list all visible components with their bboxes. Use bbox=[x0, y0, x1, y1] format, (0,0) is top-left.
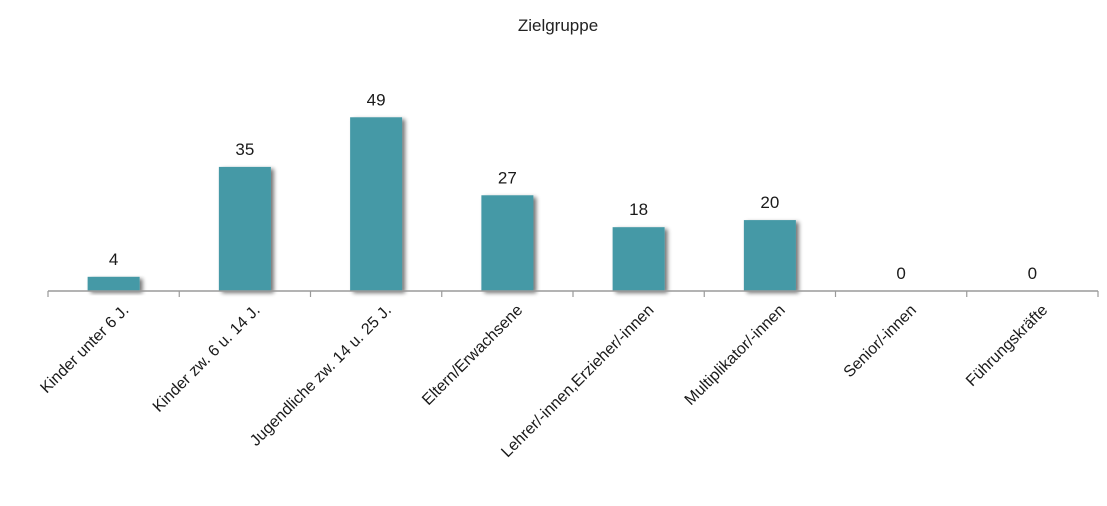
x-tick-label: Eltern/Erwachsene bbox=[419, 302, 526, 409]
chart-title: Zielgruppe bbox=[518, 16, 598, 35]
x-tick-label: Senior/-innen bbox=[841, 302, 920, 381]
bar-value-label: 0 bbox=[1028, 264, 1037, 283]
bars-layer bbox=[87, 117, 796, 291]
x-tick-label: Kinder zw. 6 u. 14 J. bbox=[150, 302, 264, 416]
bar-value-label: 20 bbox=[760, 193, 779, 212]
x-tick-label: Multiplikator/-innen bbox=[682, 302, 789, 409]
bar bbox=[612, 227, 665, 291]
bar-value-label: 49 bbox=[367, 90, 386, 109]
bar bbox=[87, 276, 140, 291]
x-axis-ticks bbox=[47, 291, 1099, 297]
bar bbox=[350, 117, 403, 291]
x-tick-label: Jugendliche zw. 14 u. 25 J. bbox=[247, 302, 395, 450]
bar-value-label: 27 bbox=[498, 168, 517, 187]
x-tick-label: Führungskräfte bbox=[963, 302, 1051, 390]
bar-value-label: 35 bbox=[235, 140, 254, 159]
bar-value-label: 18 bbox=[629, 200, 648, 219]
bar-value-label: 0 bbox=[896, 264, 905, 283]
x-tick-label: Lehrer/-innen,Erzieher/-innen bbox=[498, 302, 657, 461]
bar bbox=[218, 166, 271, 291]
bar-value-label: 4 bbox=[109, 250, 118, 269]
x-tick-label: Kinder unter 6 J. bbox=[37, 302, 132, 397]
bar bbox=[481, 195, 534, 291]
data-labels-layer: 4 35 49 27 18 20 0 0 bbox=[109, 90, 1037, 283]
bar bbox=[743, 220, 796, 291]
x-axis-tick-labels: Kinder unter 6 J. Kinder zw. 6 u. 14 J.Ju… bbox=[37, 302, 1051, 461]
